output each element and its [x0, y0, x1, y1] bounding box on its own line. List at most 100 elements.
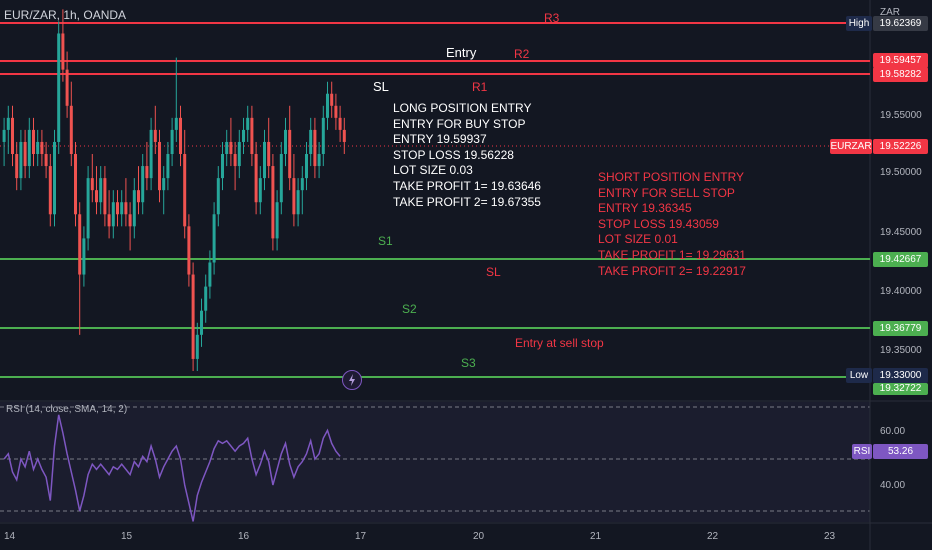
candle-body [2, 129, 6, 142]
s3-price-tag: 19.33000 [873, 368, 928, 383]
candle-body [69, 105, 73, 155]
candle-body [15, 154, 19, 179]
candle-body [279, 154, 283, 203]
candle-body [183, 154, 187, 227]
candle-body [254, 154, 258, 203]
short-note-line: STOP LOSS 19.43059 [598, 216, 719, 231]
short-note-line: SHORT POSITION ENTRY [598, 170, 745, 184]
candle-body [36, 141, 40, 155]
r3-price-tag: 19.62369 [873, 16, 928, 31]
candle-body [267, 141, 271, 167]
candle-body [216, 178, 220, 215]
candle-body [99, 178, 103, 203]
candle-body [86, 178, 90, 239]
candle-body [204, 286, 208, 311]
short-note-line: ENTRY 19.36345 [598, 201, 692, 216]
time-tick: 16 [238, 531, 250, 542]
rsi-tick: 60.00 [880, 426, 906, 437]
candle-body [300, 178, 304, 191]
candle-body [65, 69, 69, 106]
symbol-title[interactable]: EUR/ZAR, 1h, OANDA [4, 8, 127, 22]
candle-body [141, 166, 145, 203]
candle-body [78, 214, 82, 275]
s1-label: S1 [378, 234, 393, 248]
candle-body [191, 274, 195, 359]
candle-body [90, 178, 94, 191]
candle-body [124, 202, 128, 215]
candle-body [149, 129, 153, 179]
r1-label: R1 [472, 80, 488, 94]
short-note-line: TAKE PROFIT 2= 19.22917 [598, 263, 746, 278]
rsi-tick: 40.00 [880, 480, 906, 491]
r2-price-tag: 19.59457 [873, 53, 928, 68]
entry-sell-label: Entry at sell stop [515, 336, 604, 350]
candle-body [275, 202, 279, 239]
candle-body [32, 129, 35, 155]
candle-body [271, 166, 275, 239]
candle-body [221, 154, 224, 179]
short-position-note[interactable]: SHORT POSITION ENTRY ENTRY FOR SELL STOP… [598, 170, 746, 279]
candle-body [313, 129, 317, 167]
candle-body [296, 190, 300, 215]
time-tick: 22 [707, 531, 719, 542]
long-note-line: LOT SIZE 0.03 [393, 163, 473, 178]
candle-body [6, 117, 10, 130]
price-tick: 19.50000 [880, 167, 922, 178]
candle-body [158, 141, 161, 191]
long-note-line: TAKE PROFIT 1= 19.63646 [393, 178, 541, 193]
short-note-line: ENTRY FOR SELL STOP [598, 185, 735, 200]
candle-body [334, 105, 338, 118]
candle-body [111, 202, 115, 227]
candle-body [208, 262, 212, 287]
candle-body [23, 141, 27, 167]
currency-label: ZAR [880, 7, 900, 18]
time-tick: 23 [824, 531, 836, 542]
candle-body [292, 178, 296, 215]
long-position-note[interactable]: LONG POSITION ENTRY ENTRY FOR BUY STOP E… [393, 101, 541, 210]
high-tag: High [846, 16, 872, 31]
candle-body [225, 141, 229, 155]
time-tick: 21 [590, 531, 602, 542]
price-tick: 19.35000 [880, 345, 922, 356]
candle-body [233, 154, 237, 167]
candle-body [27, 129, 31, 167]
candle-body [288, 129, 292, 179]
long-note-line: TAKE PROFIT 2= 19.67355 [393, 194, 541, 209]
bottom-price-tag: 19.32722 [873, 383, 928, 395]
candle-body [116, 202, 119, 215]
entry-label: Entry [446, 45, 477, 60]
candle-body [263, 141, 266, 179]
rsi-title[interactable]: RSI (14, close, SMA, 14, 2) [6, 404, 128, 415]
candle-body [200, 310, 203, 335]
s1-price-tag: 19.42667 [873, 252, 928, 267]
candle-body [11, 117, 14, 155]
candle-body [53, 141, 56, 215]
candle-body [74, 154, 77, 215]
candle-body [326, 93, 329, 118]
r1-price-tag: 19.58282 [873, 67, 928, 82]
candle-body [95, 190, 98, 203]
candle-body [237, 141, 241, 167]
price-tick: 19.45000 [880, 227, 922, 238]
sl-short-label: SL [486, 265, 501, 279]
long-note-line: ENTRY 19.59937 [393, 132, 487, 147]
candle-body [82, 238, 86, 275]
candle-body [57, 33, 61, 142]
current-price-tag: 19.52226 [873, 139, 928, 154]
time-tick: 15 [121, 531, 133, 542]
candle-body [229, 141, 233, 155]
candle-body [44, 154, 48, 167]
short-note-line: TAKE PROFIT 1= 19.29631 [598, 247, 746, 262]
candle-body [317, 154, 321, 167]
symbol-tag: EURZAR [830, 139, 872, 154]
candles-group [2, 9, 346, 371]
candle-body [128, 214, 132, 227]
candle-body [153, 129, 157, 142]
sl-label: SL [373, 79, 389, 94]
candle-body [342, 129, 346, 142]
candle-body [174, 117, 178, 130]
time-tick: 14 [4, 531, 16, 542]
candle-body [132, 190, 136, 227]
lightning-icon[interactable] [342, 370, 362, 390]
